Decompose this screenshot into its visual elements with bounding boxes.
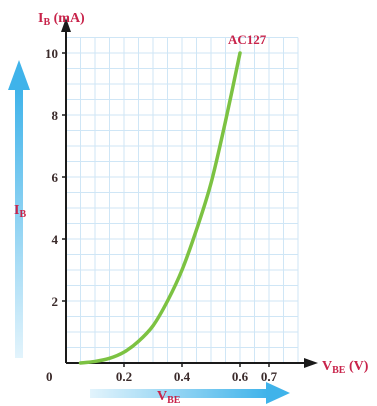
horizontal-arrow-decoration: [90, 382, 290, 404]
x-tick-label: 0.2: [116, 369, 132, 384]
y-axis-title: IB (mA): [38, 11, 85, 28]
x-tick-label: 0.7: [261, 369, 278, 384]
origin-label: 0: [46, 369, 53, 384]
vertical-arrow-decoration: [8, 60, 30, 358]
y-tick-labels: 2 4 6 8 10: [45, 46, 66, 309]
x-tick-label: 0.4: [174, 369, 191, 384]
axes: [61, 18, 318, 368]
x-tick-label: 0.6: [232, 369, 249, 384]
series-label-ac127: AC127: [228, 32, 267, 47]
grid-lines: [66, 37, 299, 363]
series-line-ac127: [78, 51, 242, 365]
x-bottom-label: VBE: [157, 389, 181, 406]
x-tick-labels: 0.2 0.4 0.6 0.7: [116, 363, 278, 384]
y-side-label: IB: [14, 203, 26, 220]
y-tick-label: 4: [52, 232, 59, 247]
x-axis-title: VBE (V): [322, 359, 369, 376]
y-tick-label: 2: [52, 294, 59, 309]
y-tick-label: 10: [45, 46, 58, 61]
y-axis-arrowhead: [61, 18, 71, 32]
y-tick-label: 6: [52, 170, 59, 185]
x-axis-arrowhead: [304, 358, 318, 368]
y-tick-label: 8: [52, 108, 59, 123]
